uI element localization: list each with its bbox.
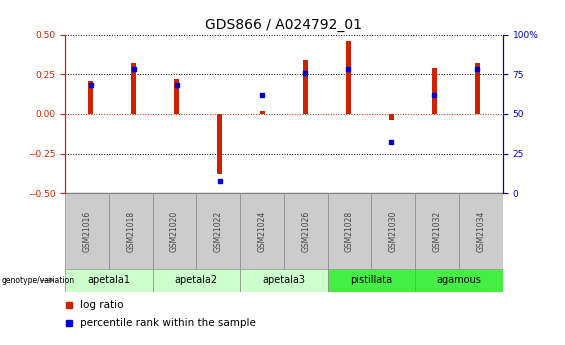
Text: pistillata: pistillata — [350, 275, 393, 285]
Bar — [217, 114, 222, 174]
Text: agamous: agamous — [437, 275, 481, 285]
Text: GSM21022: GSM21022 — [214, 210, 223, 252]
Text: GSM21034: GSM21034 — [476, 210, 485, 252]
Text: GSM21030: GSM21030 — [389, 210, 398, 252]
Bar — [240, 193, 284, 269]
Text: GSM21032: GSM21032 — [433, 210, 442, 252]
Bar — [240, 269, 328, 292]
Text: GSM21028: GSM21028 — [345, 210, 354, 252]
Bar — [131, 63, 136, 114]
Bar — [328, 193, 372, 269]
Bar — [346, 41, 351, 114]
Bar — [174, 79, 179, 114]
Bar — [432, 68, 437, 114]
Bar — [475, 63, 480, 114]
Bar — [260, 111, 265, 114]
Title: GDS866 / A024792_01: GDS866 / A024792_01 — [206, 18, 362, 32]
Bar — [109, 193, 153, 269]
Text: GSM21018: GSM21018 — [126, 210, 135, 252]
Bar — [303, 60, 308, 114]
Text: GSM21020: GSM21020 — [170, 210, 179, 252]
Bar — [372, 193, 415, 269]
Text: GSM21024: GSM21024 — [258, 210, 267, 252]
Text: apetala2: apetala2 — [175, 275, 218, 285]
Text: apetala1: apetala1 — [87, 275, 131, 285]
Bar — [65, 193, 109, 269]
Bar — [328, 269, 415, 292]
Bar — [415, 193, 459, 269]
Text: apetala3: apetala3 — [262, 275, 306, 285]
Bar — [65, 269, 153, 292]
Bar — [153, 193, 197, 269]
Text: GSM21016: GSM21016 — [82, 210, 92, 252]
Text: genotype/variation: genotype/variation — [1, 276, 75, 285]
Bar — [197, 193, 240, 269]
Text: log ratio: log ratio — [80, 300, 124, 310]
Bar — [88, 80, 93, 114]
Bar — [415, 269, 503, 292]
Bar — [389, 114, 394, 120]
Bar — [459, 193, 503, 269]
Text: percentile rank within the sample: percentile rank within the sample — [80, 318, 256, 327]
Bar — [153, 269, 240, 292]
Bar — [284, 193, 328, 269]
Text: GSM21026: GSM21026 — [301, 210, 310, 252]
